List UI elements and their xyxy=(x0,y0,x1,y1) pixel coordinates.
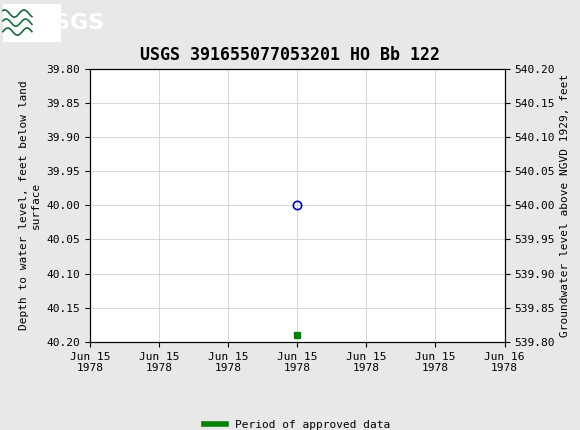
Y-axis label: Depth to water level, feet below land
surface: Depth to water level, feet below land su… xyxy=(19,80,41,330)
Text: USGS: USGS xyxy=(36,12,104,33)
Legend: Period of approved data: Period of approved data xyxy=(200,416,395,430)
Y-axis label: Groundwater level above NGVD 1929, feet: Groundwater level above NGVD 1929, feet xyxy=(560,74,570,337)
Text: USGS 391655077053201 HO Bb 122: USGS 391655077053201 HO Bb 122 xyxy=(140,46,440,64)
FancyBboxPatch shape xyxy=(3,3,61,42)
